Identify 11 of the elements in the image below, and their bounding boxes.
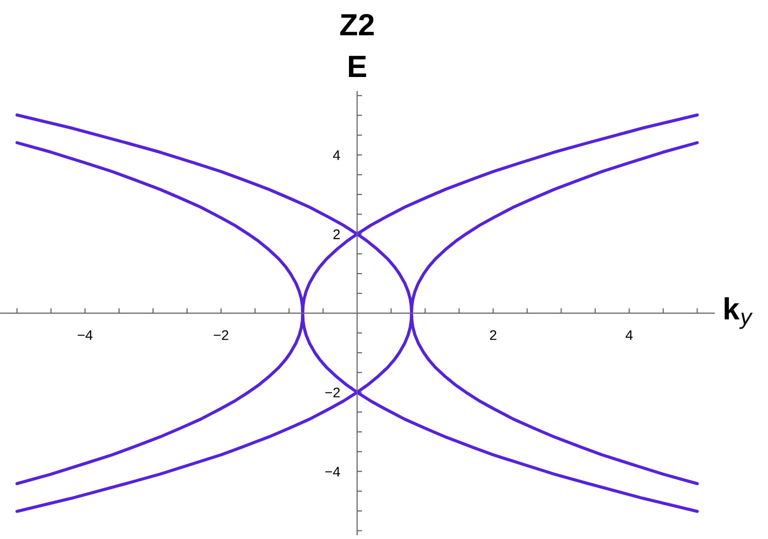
- x-tick-label: −4: [78, 330, 93, 340]
- x-tick-label: 2: [490, 330, 496, 340]
- x-axis-title: k$_{y}$: [724, 297, 753, 329]
- y-axis-title: E: [348, 56, 366, 77]
- x-tick-label: −2: [214, 330, 228, 340]
- chart-title: Z2: [340, 14, 374, 36]
- y-tick-label: 4: [333, 150, 340, 160]
- x-tick-label: 4: [626, 330, 633, 340]
- y-tick-label: −2: [325, 388, 340, 398]
- y-tick-label: −4: [325, 466, 340, 476]
- y-tick-label: 2: [333, 229, 340, 240]
